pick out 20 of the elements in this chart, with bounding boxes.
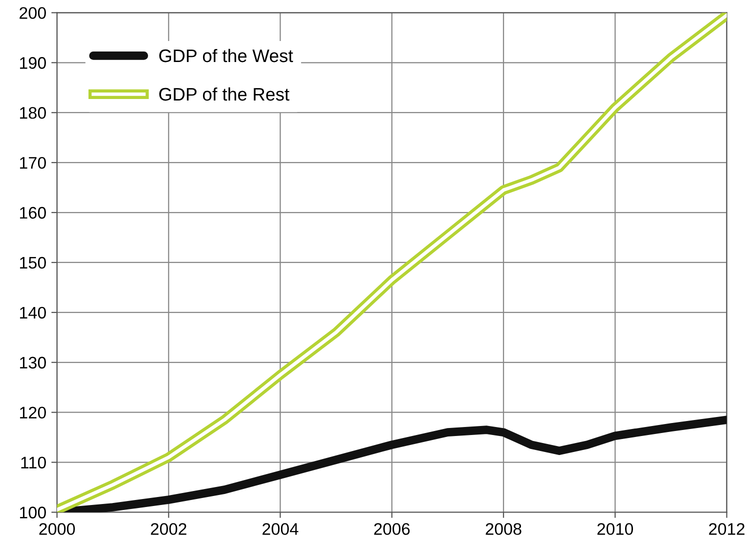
x-tick-label: 2002 (150, 523, 186, 535)
y-tick-label: 120 (20, 406, 46, 419)
y-tick-label: 190 (20, 57, 46, 69)
y-tick-label: 170 (20, 156, 46, 169)
y-tick-label: 100 (20, 506, 46, 518)
y-tick-label: 130 (20, 356, 46, 369)
x-tick-label: 2006 (374, 523, 410, 535)
legend-label: GDP of the West (159, 48, 294, 62)
y-tick-label: 150 (20, 256, 46, 269)
y-tick-label: 160 (20, 206, 46, 219)
x-tick-label: 2004 (262, 523, 298, 535)
x-tick-label: 2000 (39, 523, 75, 535)
y-tick-label: 140 (20, 306, 46, 319)
x-tick-label: 2012 (709, 523, 744, 535)
x-tick-label: 2008 (486, 523, 522, 535)
legend-label: GDP of the Rest (159, 87, 290, 101)
y-tick-label: 110 (21, 456, 46, 469)
y-tick-label: 200 (20, 7, 46, 19)
x-tick-label: 2010 (597, 523, 634, 535)
y-tick-label: 180 (20, 107, 46, 119)
